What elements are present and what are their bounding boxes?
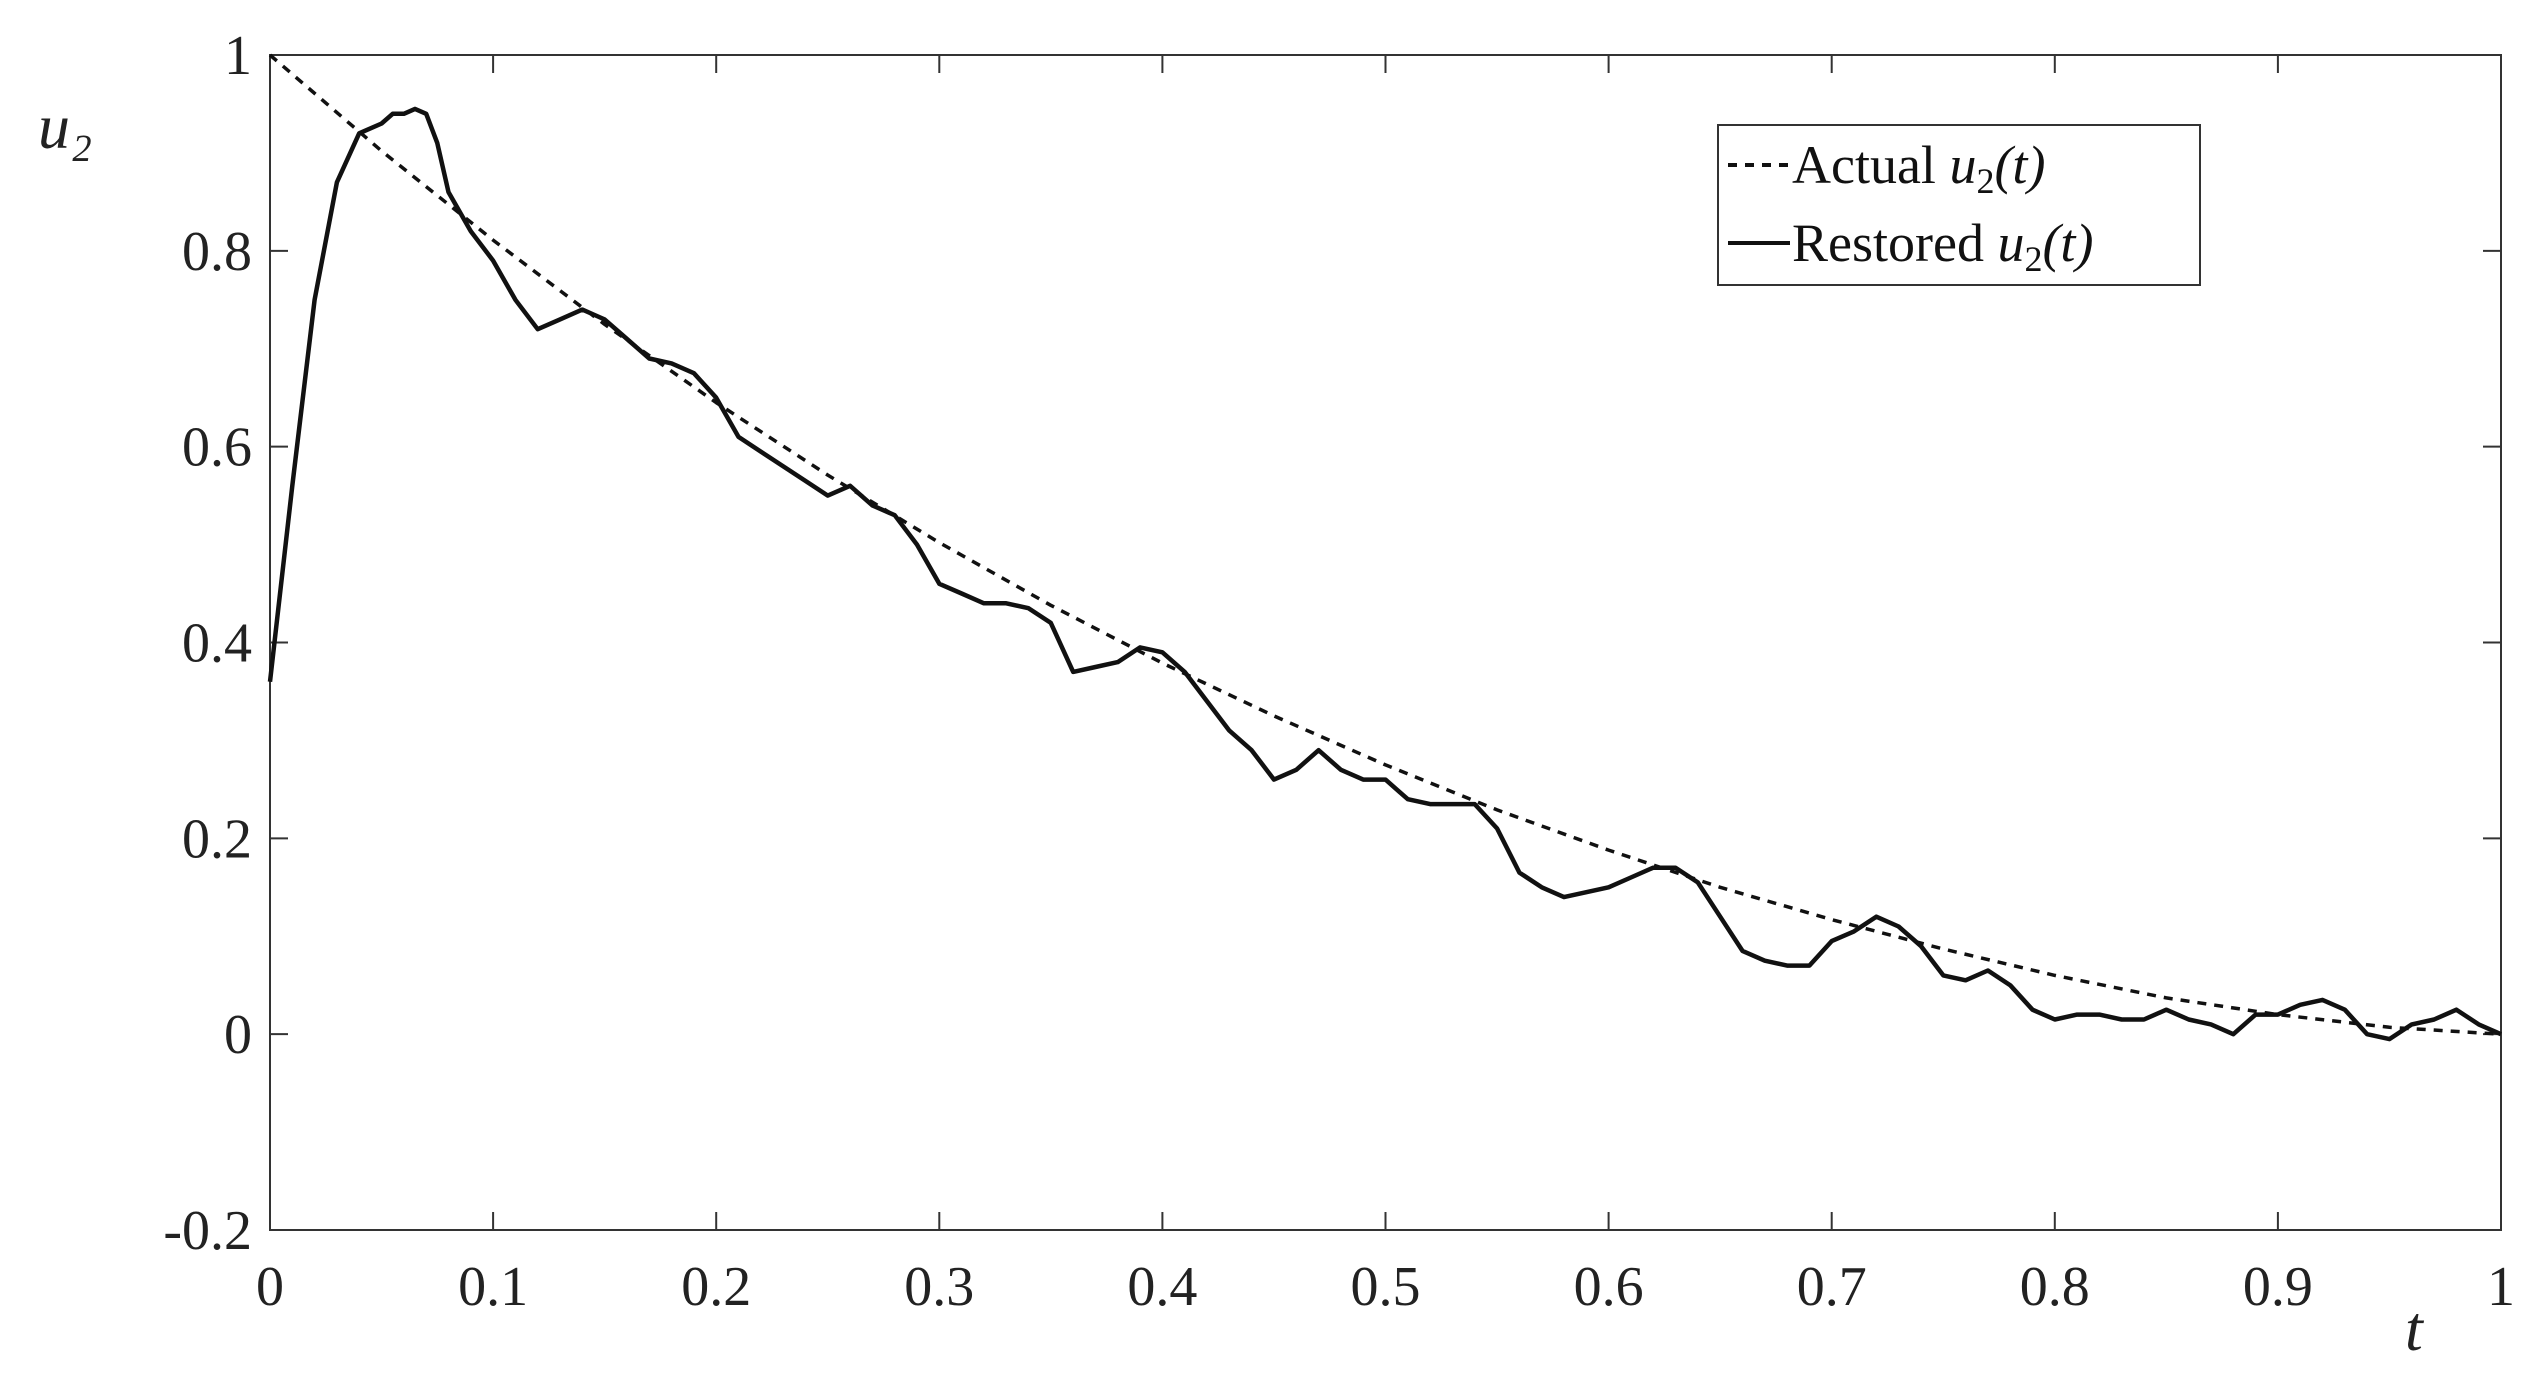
- x-tick-label: 0: [256, 1256, 284, 1318]
- x-tick-label: 0.9: [2243, 1256, 2313, 1318]
- legend-actual-symbol: u: [1949, 135, 1976, 195]
- y-tick-label: 0.4: [182, 613, 252, 675]
- legend-restored-prefix: Restored: [1792, 213, 1997, 273]
- y-tick-label: -0.2: [163, 1200, 252, 1262]
- legend-actual-suffix: (t): [1994, 135, 2045, 195]
- x-axis-label: t: [2405, 1293, 2425, 1364]
- x-tick-label: 0.8: [2020, 1256, 2090, 1318]
- legend-entry-actual: Actual u2(t): [1792, 135, 2045, 201]
- y-tick-label: 0: [224, 1004, 252, 1066]
- y-axis-label: u₂: [38, 91, 92, 162]
- legend-restored-suffix: (t): [2042, 213, 2093, 273]
- x-tick-labels: 0 0.1 0.2 0.3 0.4 0.5 0.6 0.7 0.8 0.9 1: [256, 1256, 2515, 1318]
- legend-box: [1717, 124, 2201, 286]
- legend-actual-prefix: Actual: [1792, 135, 1949, 195]
- y-tick-label: 0.6: [182, 417, 252, 479]
- x-tick-label: 0.3: [904, 1256, 974, 1318]
- x-tick-label: 0.5: [1351, 1256, 1421, 1318]
- series-layer: [267, 53, 2502, 1042]
- x-tick-label: 0.1: [458, 1256, 528, 1318]
- y-tick-label: 0.8: [182, 221, 252, 283]
- y-tick-labels: -0.2 0 0.2 0.4 0.6 0.8 1: [163, 25, 252, 1262]
- x-tick-label: 0.4: [1127, 1256, 1197, 1318]
- x-tick-label: 0.7: [1797, 1256, 1867, 1318]
- legend-restored-subscript: 2: [2024, 239, 2042, 279]
- axis-ticks: [269, 54, 2502, 1231]
- series-line-restored: [267, 106, 2502, 1042]
- y-tick-label: 1: [224, 25, 252, 87]
- x-tick-label: 1: [2487, 1256, 2515, 1318]
- legend: Actual u2(t) Restored u2(t): [1717, 124, 2201, 286]
- x-tick-label: 0.6: [1574, 1256, 1644, 1318]
- legend-entry-restored: Restored u2(t): [1792, 213, 2093, 279]
- series-line-actual: [268, 53, 2502, 1036]
- legend-actual-subscript: 2: [1976, 161, 1994, 201]
- y-tick-label: 0.2: [182, 808, 252, 870]
- x-tick-label: 0.2: [681, 1256, 751, 1318]
- legend-restored-symbol: u: [1997, 213, 2024, 273]
